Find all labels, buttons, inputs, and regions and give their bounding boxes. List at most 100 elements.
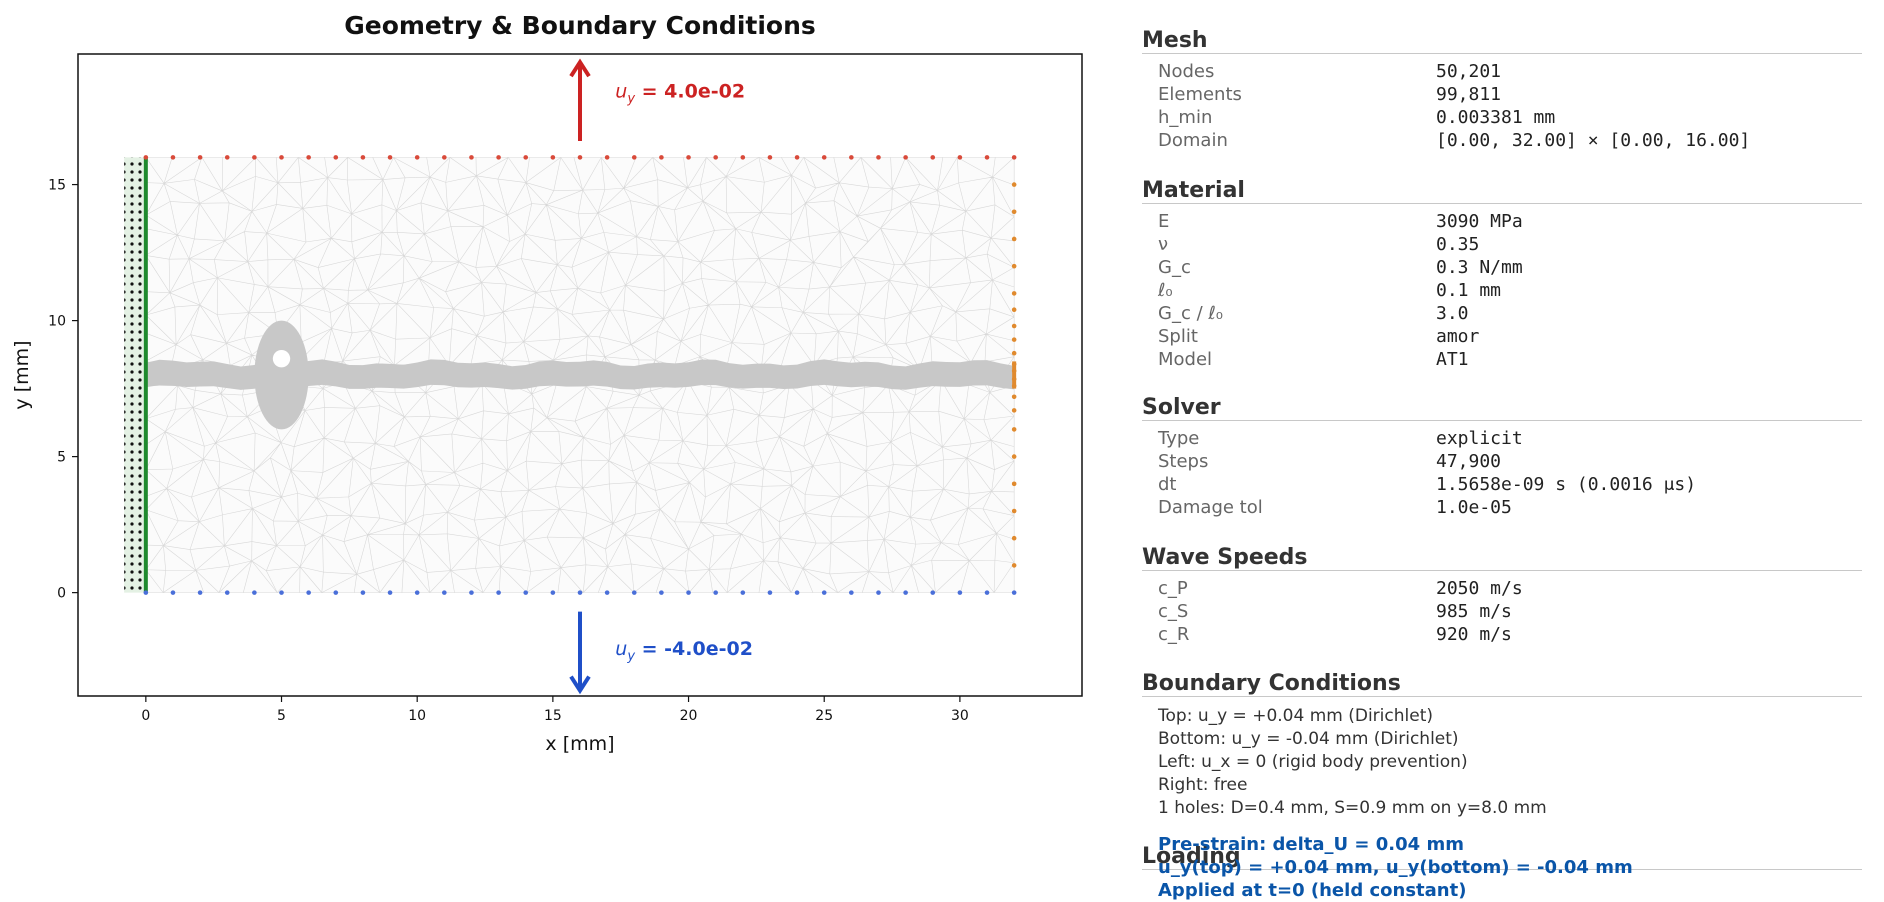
right-boundary-node: [1011, 563, 1017, 568]
loading-line: u_y(top) = +0.04 mm, u_y(bottom) = -0.04…: [1158, 857, 1633, 878]
bottom-boundary-node: [197, 590, 203, 595]
section-divider: [1142, 203, 1862, 204]
top-boundary-node: [306, 155, 311, 160]
top-boundary-node: [794, 155, 800, 160]
bottom-boundary-node: [469, 590, 474, 595]
section-divider: [1142, 570, 1862, 571]
x-tick-label: 10: [408, 708, 426, 724]
solver-row-key: Type: [1158, 428, 1200, 449]
bottom-boundary-node: [442, 590, 447, 595]
damage-field: [145, 320, 1015, 430]
loading-section-title: Loading: [1142, 844, 1241, 869]
material-row-value: 0.35: [1436, 234, 1480, 255]
top-boundary-node: [143, 155, 149, 160]
material-row-key: Model: [1158, 349, 1213, 370]
bc-line: Bottom: u_y = -0.04 mm (Dirichlet): [1158, 729, 1459, 749]
wave-row-value: 985 m/s: [1436, 601, 1512, 622]
top-boundary-node: [360, 155, 366, 160]
right-boundary-node: [1011, 408, 1017, 413]
bottom-boundary-node: [631, 590, 637, 595]
top-boundary-node: [1011, 155, 1017, 160]
section-divider: [1142, 420, 1862, 421]
material-row-value: 0.1 mm: [1436, 280, 1502, 301]
bottom-boundary-node: [224, 590, 230, 595]
top-boundary-node: [876, 155, 881, 160]
bottom-boundary-node: [1011, 590, 1017, 595]
bottom-load-arrow-head: [569, 675, 591, 695]
bc-section-title: Boundary Conditions: [1142, 671, 1401, 696]
bottom-boundary-node: [740, 590, 746, 595]
top-boundary-node: [821, 155, 827, 160]
bottom-boundary-node: [387, 590, 393, 595]
x-tick-label: 30: [951, 708, 969, 724]
y-tick-label: 5: [57, 450, 66, 466]
bottom-boundary-node: [686, 590, 691, 595]
mesh-row-value: 50,201: [1436, 61, 1502, 82]
solver-row-key: Damage tol: [1158, 497, 1263, 518]
bottom-boundary-node: [821, 590, 827, 595]
right-boundary-node: [1011, 263, 1017, 269]
top-boundary-node: [957, 155, 963, 160]
y-tick-label: 15: [48, 178, 66, 194]
bottom-boundary-node: [849, 590, 854, 595]
mesh-row-key: Domain: [1158, 130, 1228, 151]
x-tick-label: 20: [680, 708, 698, 724]
top-boundary-node: [631, 155, 637, 160]
top-boundary-node: [170, 155, 176, 160]
right-boundary-node: [1011, 481, 1017, 487]
top-boundary-node: [740, 155, 746, 160]
bottom-boundary-node: [170, 590, 176, 595]
right-boundary-node: [1011, 350, 1017, 356]
bottom-boundary-node: [876, 590, 881, 595]
top-boundary-node: [496, 155, 501, 160]
loading-line: Pre-strain: delta_U = 0.04 mm: [1158, 834, 1464, 855]
wave-row-key: c_R: [1158, 624, 1190, 645]
right-boundary-node: [1011, 454, 1017, 459]
axis-ticks: 0 5 10 15 20 25 30 0 5 10 15: [48, 178, 969, 724]
wave-section-title: Wave Speeds: [1142, 545, 1308, 570]
chart-title: Geometry & Boundary Conditions: [344, 11, 816, 40]
bc-line: Left: u_x = 0 (rigid body prevention): [1158, 752, 1468, 772]
material-row-value: 3090 MPa: [1436, 211, 1523, 232]
top-load-arrow-head: [569, 58, 591, 78]
solver-row-key: dt: [1158, 474, 1177, 495]
crack-band: [145, 359, 1015, 390]
bottom-boundary-node: [767, 590, 773, 595]
bottom-boundary-node: [414, 590, 420, 595]
bottom-boundary-node: [903, 590, 908, 595]
x-tick-label: 0: [141, 708, 150, 724]
right-boundary-node: [1011, 535, 1017, 541]
y-tick-label: 10: [48, 314, 66, 330]
top-boundary-node: [686, 155, 691, 160]
bottom-boundary-node: [523, 590, 529, 595]
hole-damage-zone: [254, 320, 309, 430]
bc-line: Right: free: [1158, 775, 1248, 795]
bottom-boundary-node: [794, 590, 800, 595]
wave-row-key: c_P: [1158, 578, 1188, 599]
mesh-row-key: Nodes: [1158, 61, 1215, 82]
top-boundary-node: [442, 155, 447, 160]
bc-line: 1 holes: D=0.4 mm, S=0.9 mm on y=8.0 mm: [1158, 798, 1547, 818]
top-boundary-node: [333, 155, 339, 160]
top-boundary-node: [767, 155, 773, 160]
boundary-markers: [124, 155, 1017, 595]
material-row-value: AT1: [1436, 349, 1469, 370]
bottom-load-arrow-label: uy = -4.0e-02: [615, 638, 753, 664]
top-boundary-node: [279, 155, 284, 160]
top-boundary-node: [930, 155, 936, 160]
top-boundary-node: [659, 155, 664, 160]
solver-row-value: 1.0e-05: [1436, 497, 1512, 518]
material-row-key: Split: [1158, 326, 1198, 347]
mesh-section-title: Mesh: [1142, 28, 1208, 53]
material-row-key: G_c / ℓ₀: [1158, 303, 1224, 324]
right-boundary-node: [1011, 508, 1017, 514]
solver-row-value: explicit: [1436, 428, 1523, 449]
material-row-value: amor: [1436, 326, 1480, 347]
right-boundary-node: [1011, 182, 1017, 187]
top-boundary-node: [713, 155, 718, 160]
section-divider: [1142, 869, 1862, 870]
y-tick-label: 0: [57, 586, 66, 602]
top-boundary-node: [984, 155, 990, 160]
top-boundary-node: [577, 155, 583, 160]
top-load-arrow-label: uy = 4.0e-02: [615, 81, 745, 107]
